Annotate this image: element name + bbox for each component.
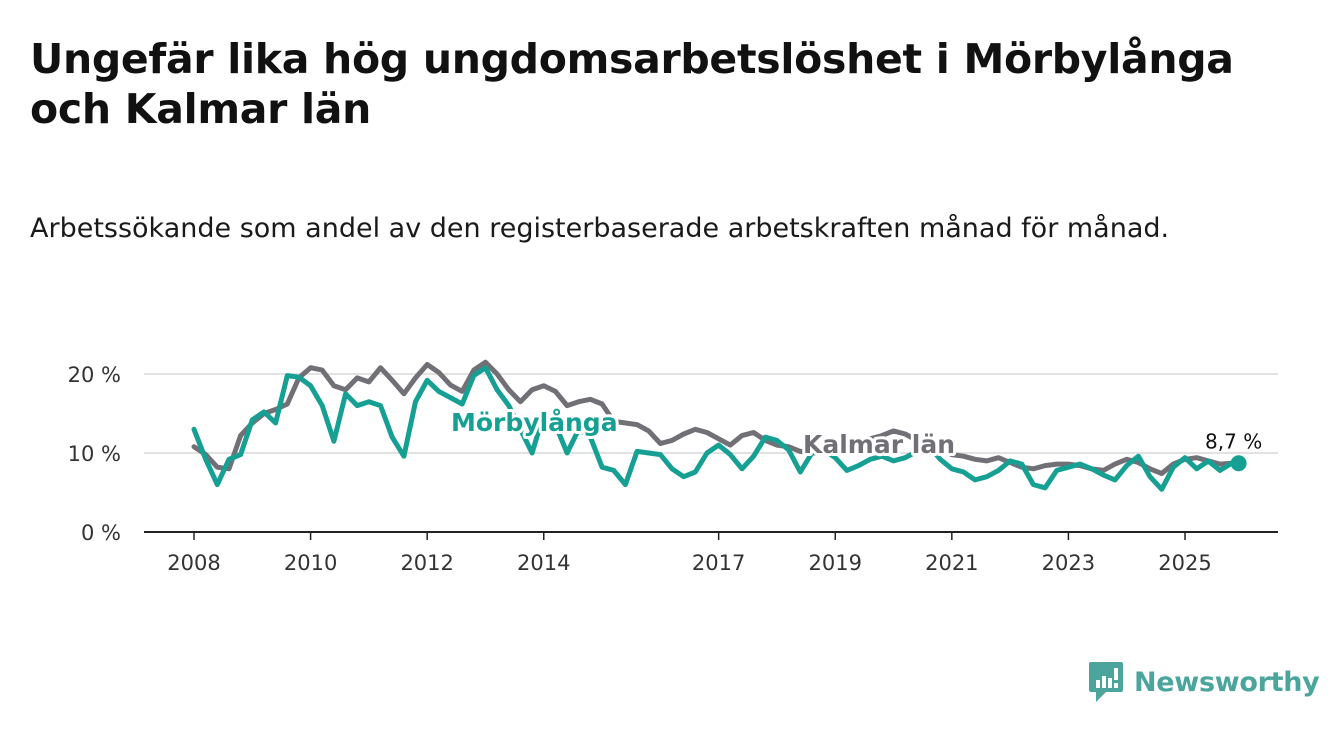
series-line-kalmar-l-n bbox=[191, 359, 1235, 476]
x-tick-label: 2010 bbox=[284, 551, 337, 575]
x-tick-label: 2012 bbox=[400, 551, 453, 575]
series-label-kalmar-lan: Kalmar län bbox=[803, 430, 955, 459]
x-tick-label: 2025 bbox=[1158, 551, 1211, 575]
x-tick-label: 2014 bbox=[517, 551, 570, 575]
series-lines bbox=[191, 359, 1247, 492]
newsworthy-logo-icon bbox=[1089, 662, 1123, 702]
chart-subtitle: Arbetssökande som andel av den registerb… bbox=[30, 213, 1170, 244]
x-tick-label: 2008 bbox=[167, 551, 220, 575]
series-line-m-rbyl-nga bbox=[191, 365, 1235, 492]
x-tick-label: 2021 bbox=[925, 551, 978, 575]
x-tick-label: 2019 bbox=[809, 551, 862, 575]
gridlines bbox=[144, 373, 1278, 454]
y-tick-label: 10 % bbox=[68, 442, 121, 466]
series-label-morbylanga: Mörbylånga bbox=[451, 408, 618, 437]
line-chart: 0 % 10 % 20 % 2008 2010 2012 2014 2017 2019 2021… bbox=[68, 359, 1278, 575]
x-tick-label: 2017 bbox=[692, 551, 745, 575]
brand-logo: Newsworthy bbox=[1088, 660, 1320, 704]
end-value-label: 8,7 % bbox=[1205, 429, 1262, 453]
x-axis: 2008 2010 2012 2014 2017 2019 2021 2023 2025 bbox=[144, 531, 1278, 575]
series-labels: 8,7 % Mörbylånga Kalmar län bbox=[448, 405, 1262, 462]
brand-name: Newsworthy bbox=[1134, 666, 1320, 698]
x-tick-label: 2023 bbox=[1042, 551, 1095, 575]
y-axis: 0 % 10 % 20 % bbox=[68, 363, 121, 545]
y-tick-label: 20 % bbox=[68, 363, 121, 387]
chart-title: Ungefär lika hög ungdomsarbetslöshet i M… bbox=[30, 35, 1234, 133]
y-tick-label: 0 % bbox=[81, 521, 121, 545]
end-point-dot bbox=[1230, 455, 1247, 472]
